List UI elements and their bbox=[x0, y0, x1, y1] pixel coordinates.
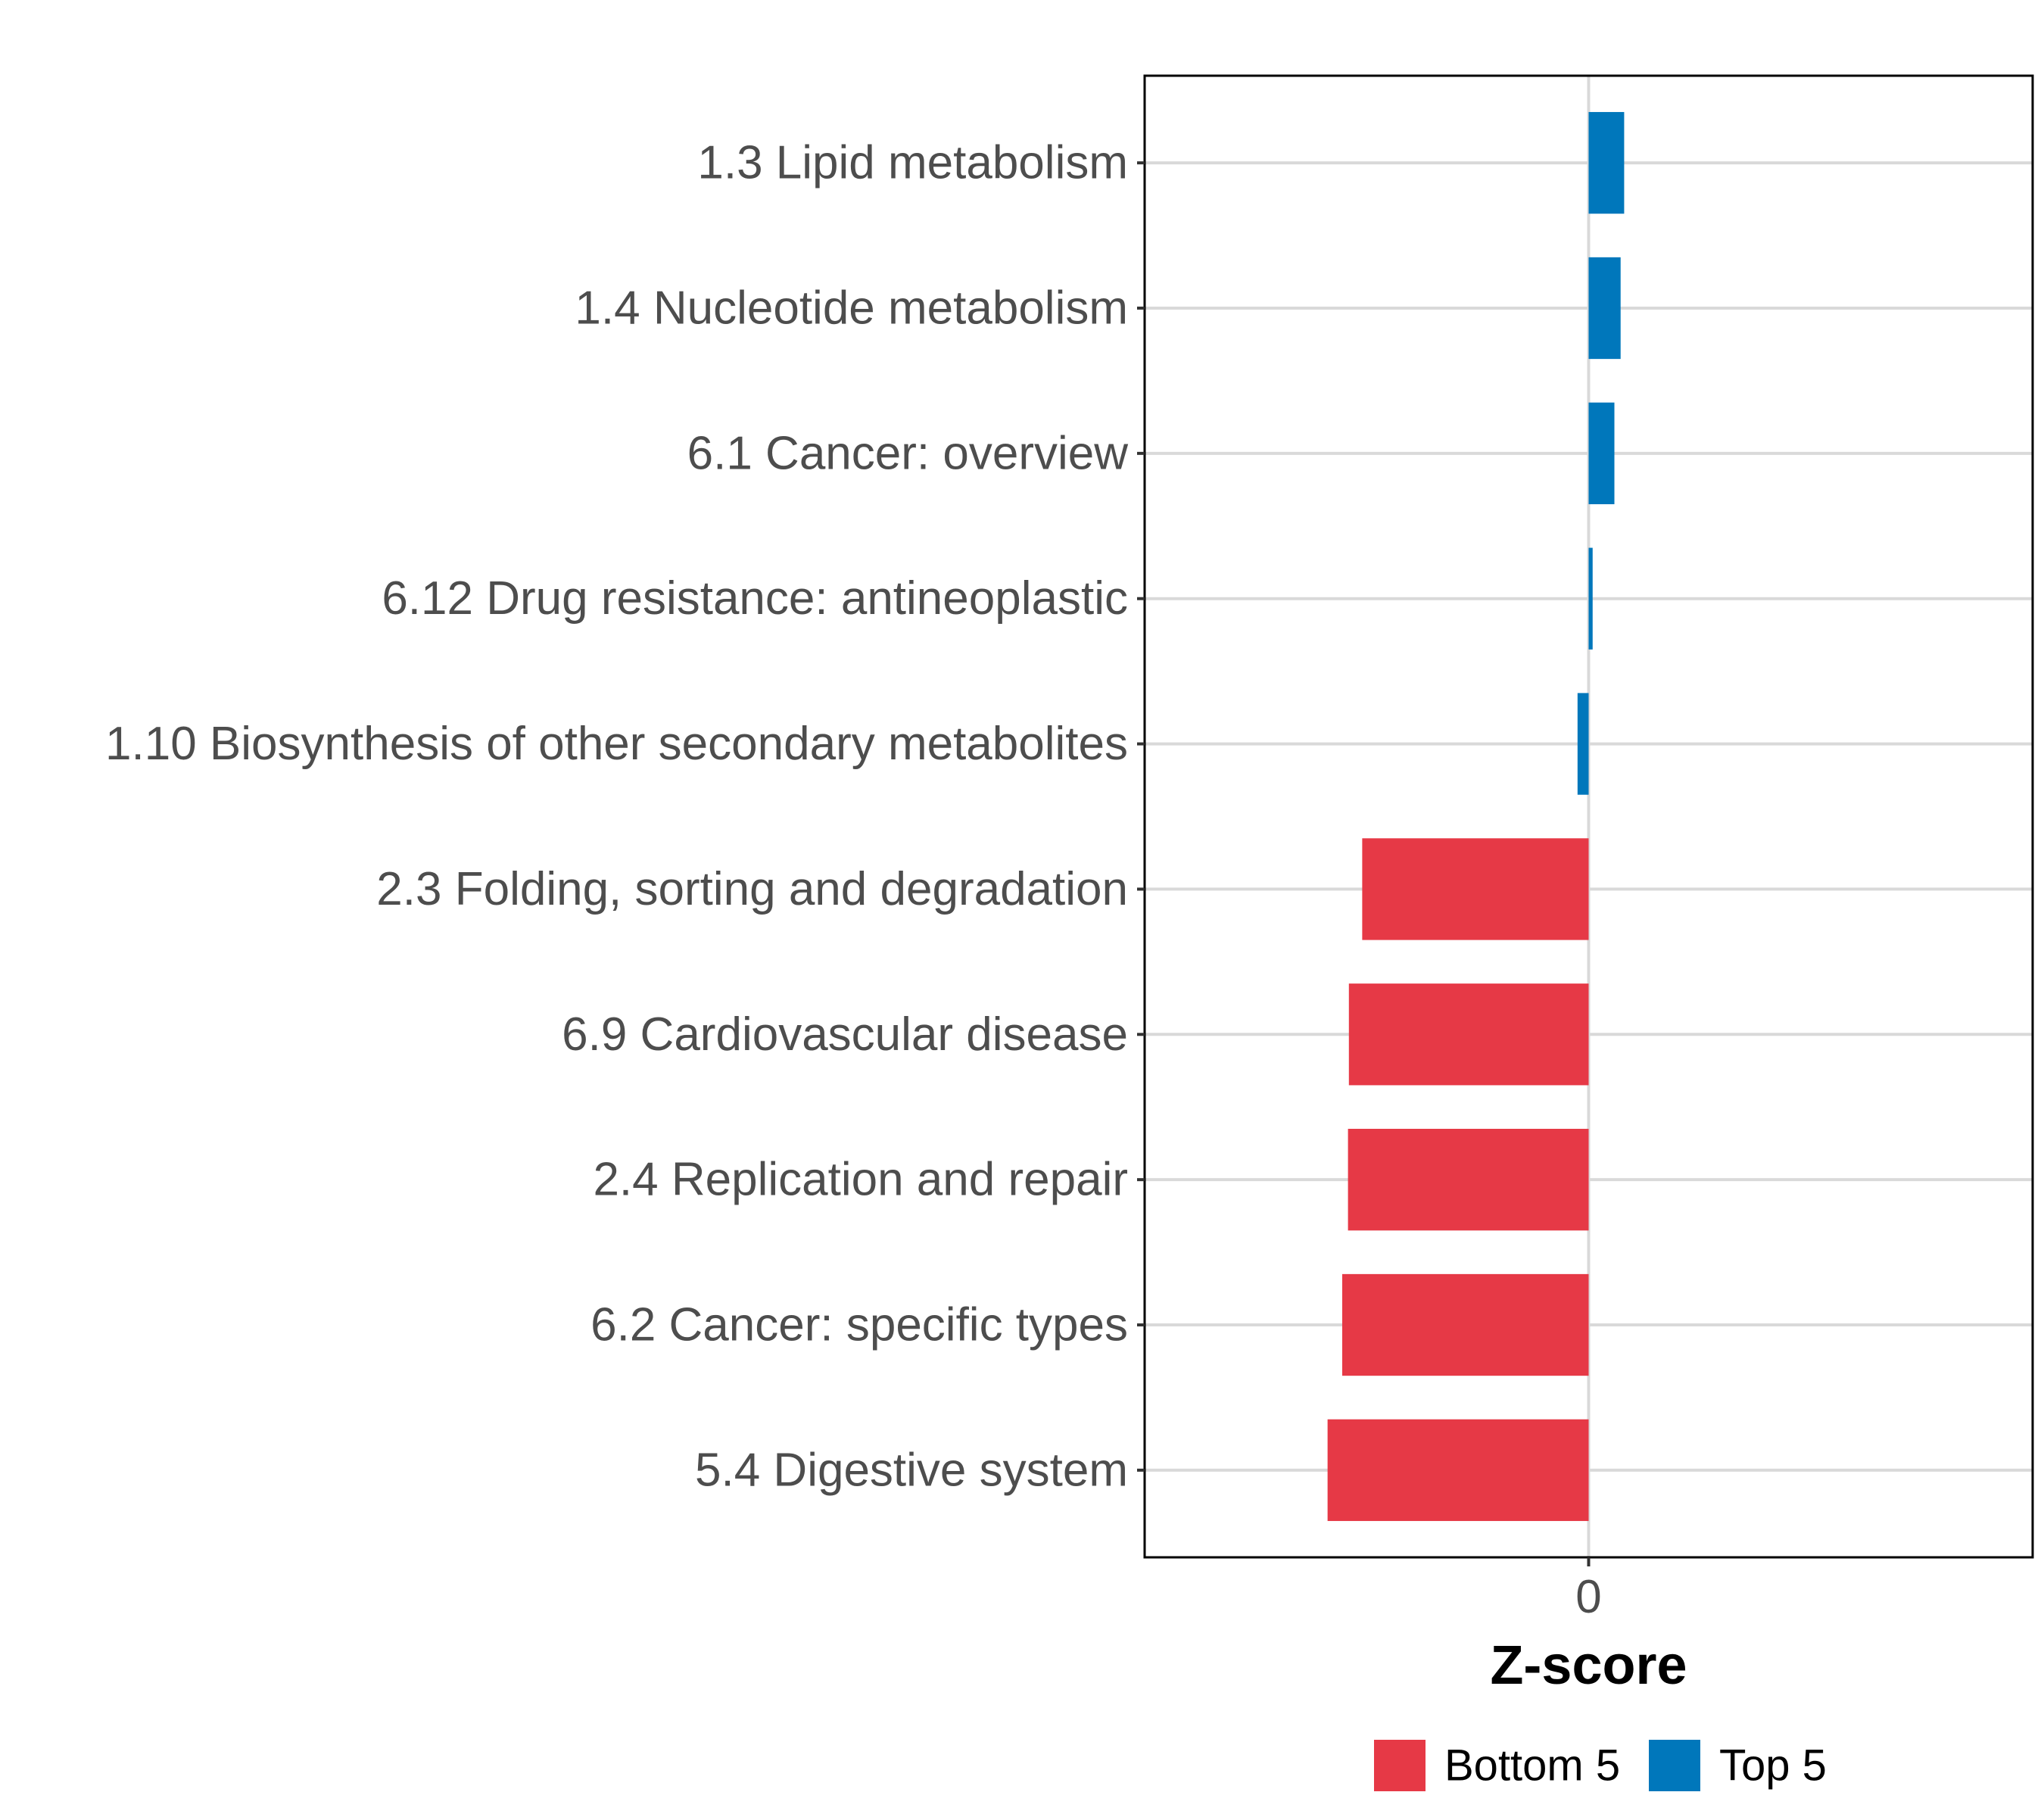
bars-layer bbox=[1327, 111, 1625, 1522]
bar-bottom-5 bbox=[1341, 1273, 1589, 1376]
x-axis: 0 bbox=[1575, 1557, 1602, 1623]
legend-label: Bottom 5 bbox=[1444, 1741, 1620, 1791]
legend-swatch-top-5 bbox=[1649, 1740, 1700, 1791]
y-tick-label: 6.12 Drug resistance: antineoplastic bbox=[382, 572, 1128, 625]
bar-bottom-5 bbox=[1327, 1419, 1589, 1522]
bar-top-5 bbox=[1588, 547, 1593, 650]
y-tick-label: 1.10 Biosynthesis of other secondary met… bbox=[105, 718, 1128, 770]
bar-bottom-5 bbox=[1348, 1129, 1589, 1231]
bar-top-5 bbox=[1588, 257, 1621, 360]
x-axis-title: Z-score bbox=[1490, 1635, 1687, 1696]
y-axis: 1.3 Lipid metabolism 1.4 Nucleotide metab… bbox=[105, 137, 1145, 1496]
y-tick-label: 2.4 Replication and repair bbox=[593, 1154, 1128, 1206]
y-tick-label: 6.2 Cancer: specific types bbox=[590, 1299, 1128, 1351]
y-tick-label: 5.4 Digestive system bbox=[695, 1444, 1128, 1496]
bar-bottom-5 bbox=[1348, 983, 1589, 1086]
y-tick-label: 1.3 Lipid metabolism bbox=[697, 137, 1128, 189]
y-tick-label: 6.1 Cancer: overview bbox=[687, 427, 1129, 479]
y-tick-label: 6.9 Cardiovascular disease bbox=[562, 1008, 1128, 1061]
x-tick-label: 0 bbox=[1575, 1571, 1601, 1623]
legend-swatch-bottom-5 bbox=[1374, 1740, 1426, 1791]
legend: Bottom 5 Top 5 bbox=[1374, 1740, 1827, 1791]
bar-top-5 bbox=[1577, 693, 1589, 795]
bar-top-5 bbox=[1588, 402, 1615, 504]
y-tick-label: 2.3 Folding, sorting and degradation bbox=[376, 863, 1128, 915]
bar-bottom-5 bbox=[1362, 838, 1589, 940]
bar-top-5 bbox=[1588, 111, 1625, 214]
legend-label: Top 5 bbox=[1719, 1741, 1827, 1791]
y-tick-label: 1.4 Nucleotide metabolism bbox=[575, 282, 1128, 334]
